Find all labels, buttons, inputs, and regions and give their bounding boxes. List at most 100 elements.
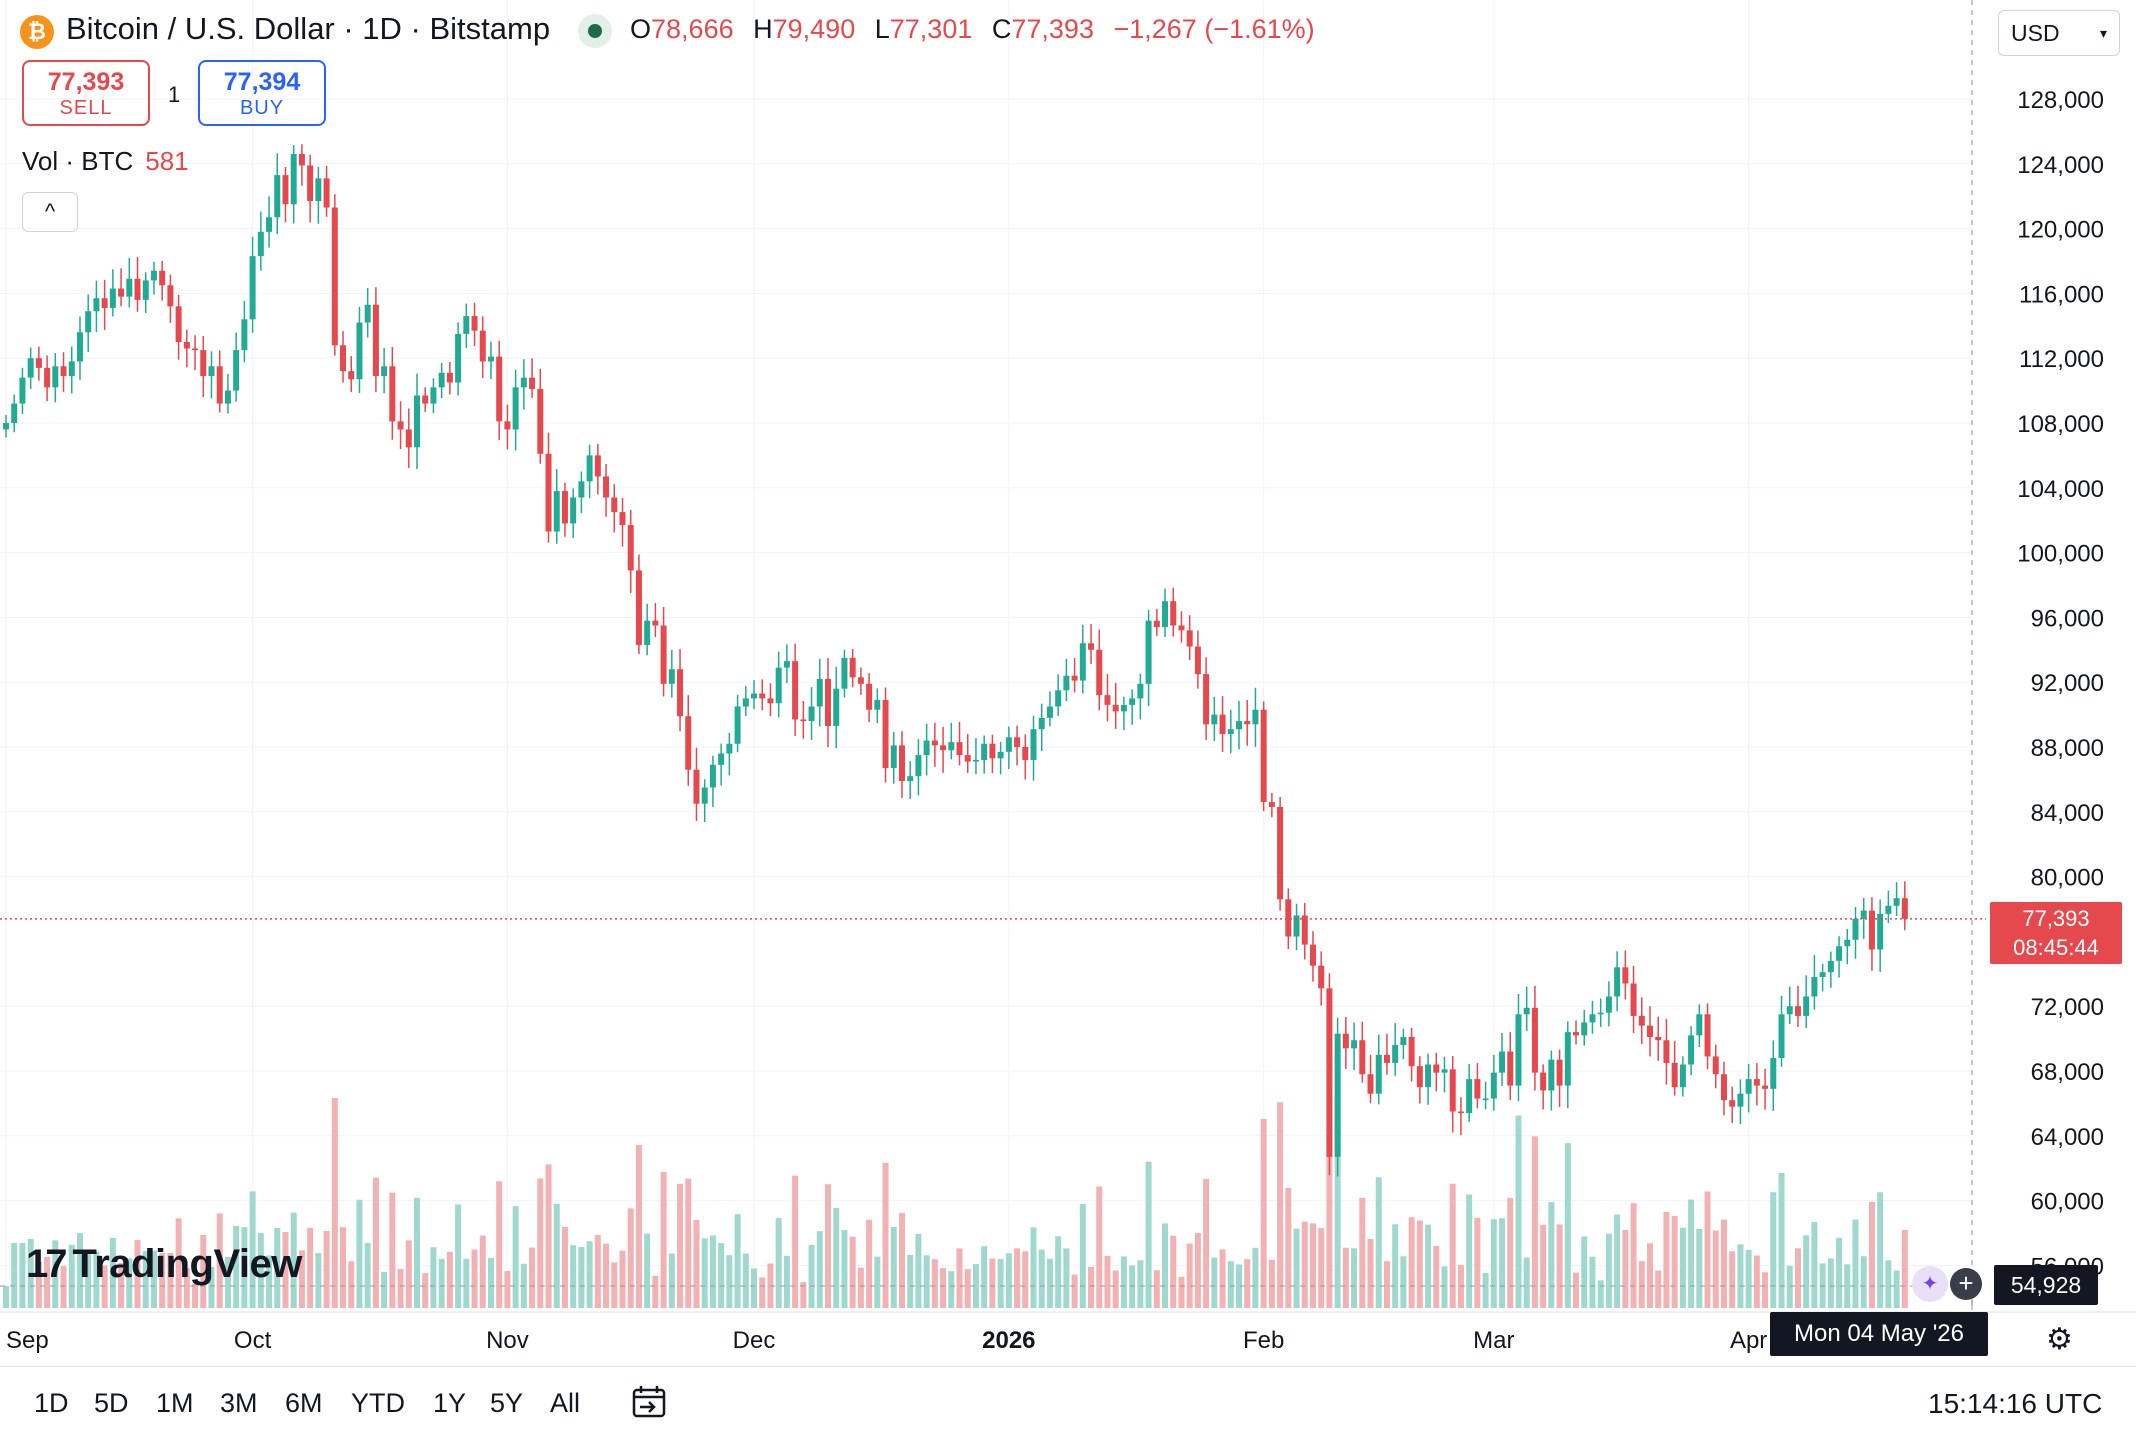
volume-bar [1293, 1228, 1300, 1308]
candle-body [331, 207, 338, 346]
utc-clock[interactable]: 15:14:16 UTC [1928, 1388, 2103, 1419]
volume-bar [808, 1244, 815, 1308]
candle-body [644, 620, 651, 645]
volume-bar [438, 1258, 445, 1308]
volume-bar [27, 1238, 34, 1308]
candle-body [1055, 690, 1062, 707]
candle-body [85, 311, 92, 333]
buy-button[interactable]: 77,394 BUY [198, 60, 326, 126]
candle-body [1679, 1064, 1686, 1088]
candle-body [44, 367, 51, 388]
sell-button[interactable]: 77,393 SELL [22, 60, 150, 126]
candle-body [907, 776, 914, 782]
volume-bar [167, 1252, 174, 1308]
volume-bar [257, 1233, 264, 1308]
range-button-1y[interactable]: 1Y [433, 1388, 467, 1418]
volume-bar [372, 1177, 379, 1308]
y-axis-label: 72,000 [2031, 994, 2104, 1021]
candle-body [1137, 683, 1144, 699]
candle-body [1145, 620, 1152, 684]
x-axis-label: Dec [733, 1327, 776, 1354]
range-button-1d[interactable]: 1D [34, 1388, 69, 1418]
symbol-title[interactable]: Bitcoin / U.S. Dollar · 1D · Bitstamp [66, 11, 551, 46]
candle-body [126, 278, 133, 297]
candle-body [1030, 729, 1037, 760]
price-chart[interactable]: Sep Oct Nov Dec 2026 Feb Mar Apr 128,000 124,000 1… [0, 0, 2136, 1366]
volume-bar [644, 1233, 651, 1308]
candle-body [340, 345, 347, 372]
candle-body [1383, 1054, 1390, 1063]
market-status-icon[interactable] [578, 14, 612, 48]
volume-bar [1219, 1249, 1226, 1308]
candle-body [11, 403, 18, 423]
candle-body [529, 377, 536, 389]
candle-body [479, 330, 486, 362]
volume-bar [1277, 1102, 1284, 1308]
candle-body [660, 625, 667, 684]
sparkle-icon[interactable]: ✦ [1912, 1266, 1948, 1302]
candle-body [1515, 1014, 1522, 1086]
collapse-legend-button[interactable]: ^ [22, 192, 78, 232]
volume-bar [1507, 1198, 1514, 1308]
currency-select[interactable]: USD ▾ [1998, 10, 2120, 56]
candle-body [101, 298, 108, 308]
volume-legend[interactable]: Vol · BTC 581 [22, 146, 189, 177]
volume-bar [1268, 1259, 1275, 1308]
candle-body [1112, 704, 1119, 712]
volume-bar [471, 1249, 478, 1308]
volume-bar [866, 1219, 873, 1308]
volume-bar [175, 1218, 182, 1308]
volume-bar [537, 1178, 544, 1308]
volume-bar [1696, 1228, 1703, 1308]
range-button-ytd[interactable]: YTD [351, 1388, 405, 1418]
volume-bar [192, 1283, 199, 1308]
volume-value: 581 [145, 146, 189, 176]
candle-body [1531, 1007, 1538, 1073]
y-axis-label: 80,000 [2031, 865, 2104, 892]
add-plus-icon[interactable]: + [1950, 1268, 1982, 1300]
volume-bar [578, 1246, 585, 1308]
candle-body [603, 476, 610, 498]
range-button-5d[interactable]: 5D [94, 1388, 129, 1418]
volume-bar [561, 1226, 568, 1308]
volume-bar [1523, 1257, 1530, 1308]
sell-label: SELL [59, 97, 113, 119]
candle-body [1778, 1014, 1785, 1059]
range-button-all[interactable]: All [550, 1388, 581, 1418]
volume-bar [430, 1247, 437, 1308]
volume-bar [1096, 1186, 1103, 1308]
candle-body [167, 285, 174, 307]
candle-body [742, 698, 749, 707]
range-button-3m[interactable]: 3M [220, 1388, 258, 1418]
volume-bar [93, 1251, 100, 1308]
bitcoin-icon: ₿ [20, 15, 54, 49]
candle-body [898, 745, 905, 782]
volume-bar [348, 1261, 355, 1308]
go-to-date-icon[interactable] [630, 1384, 668, 1420]
volume-bar [1038, 1249, 1045, 1308]
volume-bar [1046, 1258, 1053, 1308]
volume-bar [907, 1254, 914, 1308]
candle-body [1203, 674, 1210, 725]
tradingview-logo[interactable]: 17 TradingView [26, 1242, 302, 1287]
volume-bar [233, 1225, 240, 1308]
volume-bar [1548, 1202, 1555, 1308]
candle-body [323, 178, 330, 208]
candle-body [578, 481, 585, 498]
volume-bar [1737, 1244, 1744, 1308]
settings-gear-icon[interactable]: ⚙ [2046, 1323, 2073, 1356]
candle-body [1523, 1007, 1530, 1015]
candle-body [1630, 983, 1637, 1016]
range-button-6m[interactable]: 6M [285, 1388, 323, 1418]
volume-bar [266, 1255, 273, 1308]
volume-bar [1359, 1197, 1366, 1308]
volume-bar [3, 1286, 9, 1308]
volume-bar [1868, 1201, 1875, 1308]
range-button-5y[interactable]: 5Y [490, 1388, 524, 1418]
candle-body [1285, 899, 1292, 937]
candle-body [545, 453, 552, 532]
y-axis-label: 128,000 [2017, 87, 2104, 114]
range-button-1m[interactable]: 1M [156, 1388, 194, 1418]
candle-body [1449, 1069, 1456, 1112]
y-axis-label: 88,000 [2031, 735, 2104, 762]
